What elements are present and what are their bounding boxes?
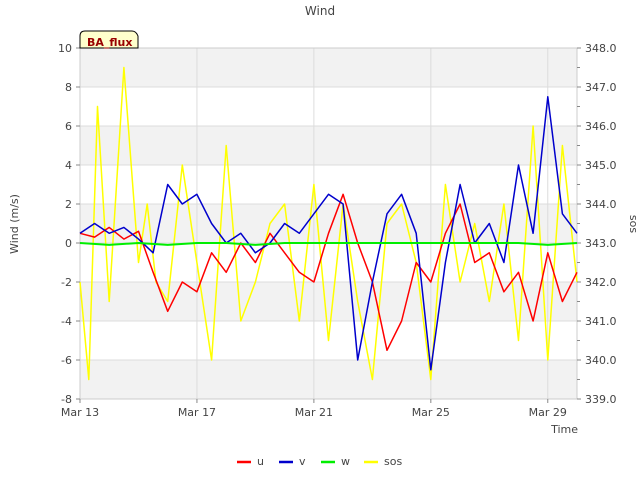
y-tick-label: -6: [61, 354, 72, 367]
y2-tick-label: 341.0: [585, 315, 617, 328]
y-tick-label: -4: [61, 315, 72, 328]
y2-tick-label: 339.0: [585, 393, 617, 406]
badge-label: BA_flux: [87, 36, 132, 49]
legend-label-sos: sos: [384, 455, 402, 468]
series-line-v: [79, 96, 578, 371]
y-tick-label: 8: [65, 81, 72, 94]
legend-label-w: w: [341, 455, 350, 468]
y-tick-label: 6: [65, 120, 72, 133]
y2-tick-label: 348.0: [585, 42, 617, 55]
y-tick-label: 4: [65, 159, 72, 172]
y2-tick-label: 346.0: [585, 120, 617, 133]
series-line-u: [79, 193, 578, 352]
badge-box: [79, 30, 139, 49]
y2-tick-label: 347.0: [585, 81, 617, 94]
y-tick-label: -8: [61, 393, 72, 406]
badge: BA_flux: [79, 30, 139, 49]
y-tick-label: 10: [58, 42, 72, 55]
series-line-sos: [79, 66, 578, 381]
y2-tick-label: 340.0: [585, 354, 617, 367]
y2-axis-ticks: 339.0 340.0 341.0 342.0 343.0 344.0 345.0 346.0…: [577, 42, 617, 406]
series-layer: [79, 66, 578, 381]
chart-title: Wind: [305, 4, 335, 18]
x-tick-label: Mar 17: [178, 406, 216, 419]
legend: u v w sos: [237, 455, 402, 468]
x-tick-label: Mar 25: [412, 406, 450, 419]
plot-band: [80, 126, 577, 165]
x-tick-label: Mar 29: [529, 406, 567, 419]
series-line-w: [79, 242, 578, 246]
plot-band: [80, 48, 577, 87]
x-axis-label: Time: [550, 423, 578, 436]
y2-axis-label: sos: [627, 215, 640, 233]
y2-tick-label: 342.0: [585, 276, 617, 289]
x-tick-label: Mar 13: [61, 406, 99, 419]
plot-band: [80, 282, 577, 321]
y-axis-label: Wind (m/s): [8, 194, 21, 254]
y2-tick-label: 345.0: [585, 159, 617, 172]
x-tick-label: Mar 21: [295, 406, 333, 419]
plot-band: [80, 360, 577, 399]
legend-label-u: u: [257, 455, 264, 468]
legend-label-v: v: [299, 455, 306, 468]
y-axis-ticks: -8 -6 -4 -2 0 2 4 6 8 10: [58, 42, 80, 406]
y-tick-label: 2: [65, 198, 72, 211]
y-tick-label: 0: [65, 237, 72, 250]
plot-background-bands: [80, 48, 577, 399]
y-tick-label: -2: [61, 276, 72, 289]
x-axis-ticks: Mar 13 Mar 17 Mar 21 Mar 25 Mar 29: [61, 399, 567, 419]
y2-tick-label: 344.0: [585, 198, 617, 211]
y2-tick-label: 343.0: [585, 237, 617, 250]
